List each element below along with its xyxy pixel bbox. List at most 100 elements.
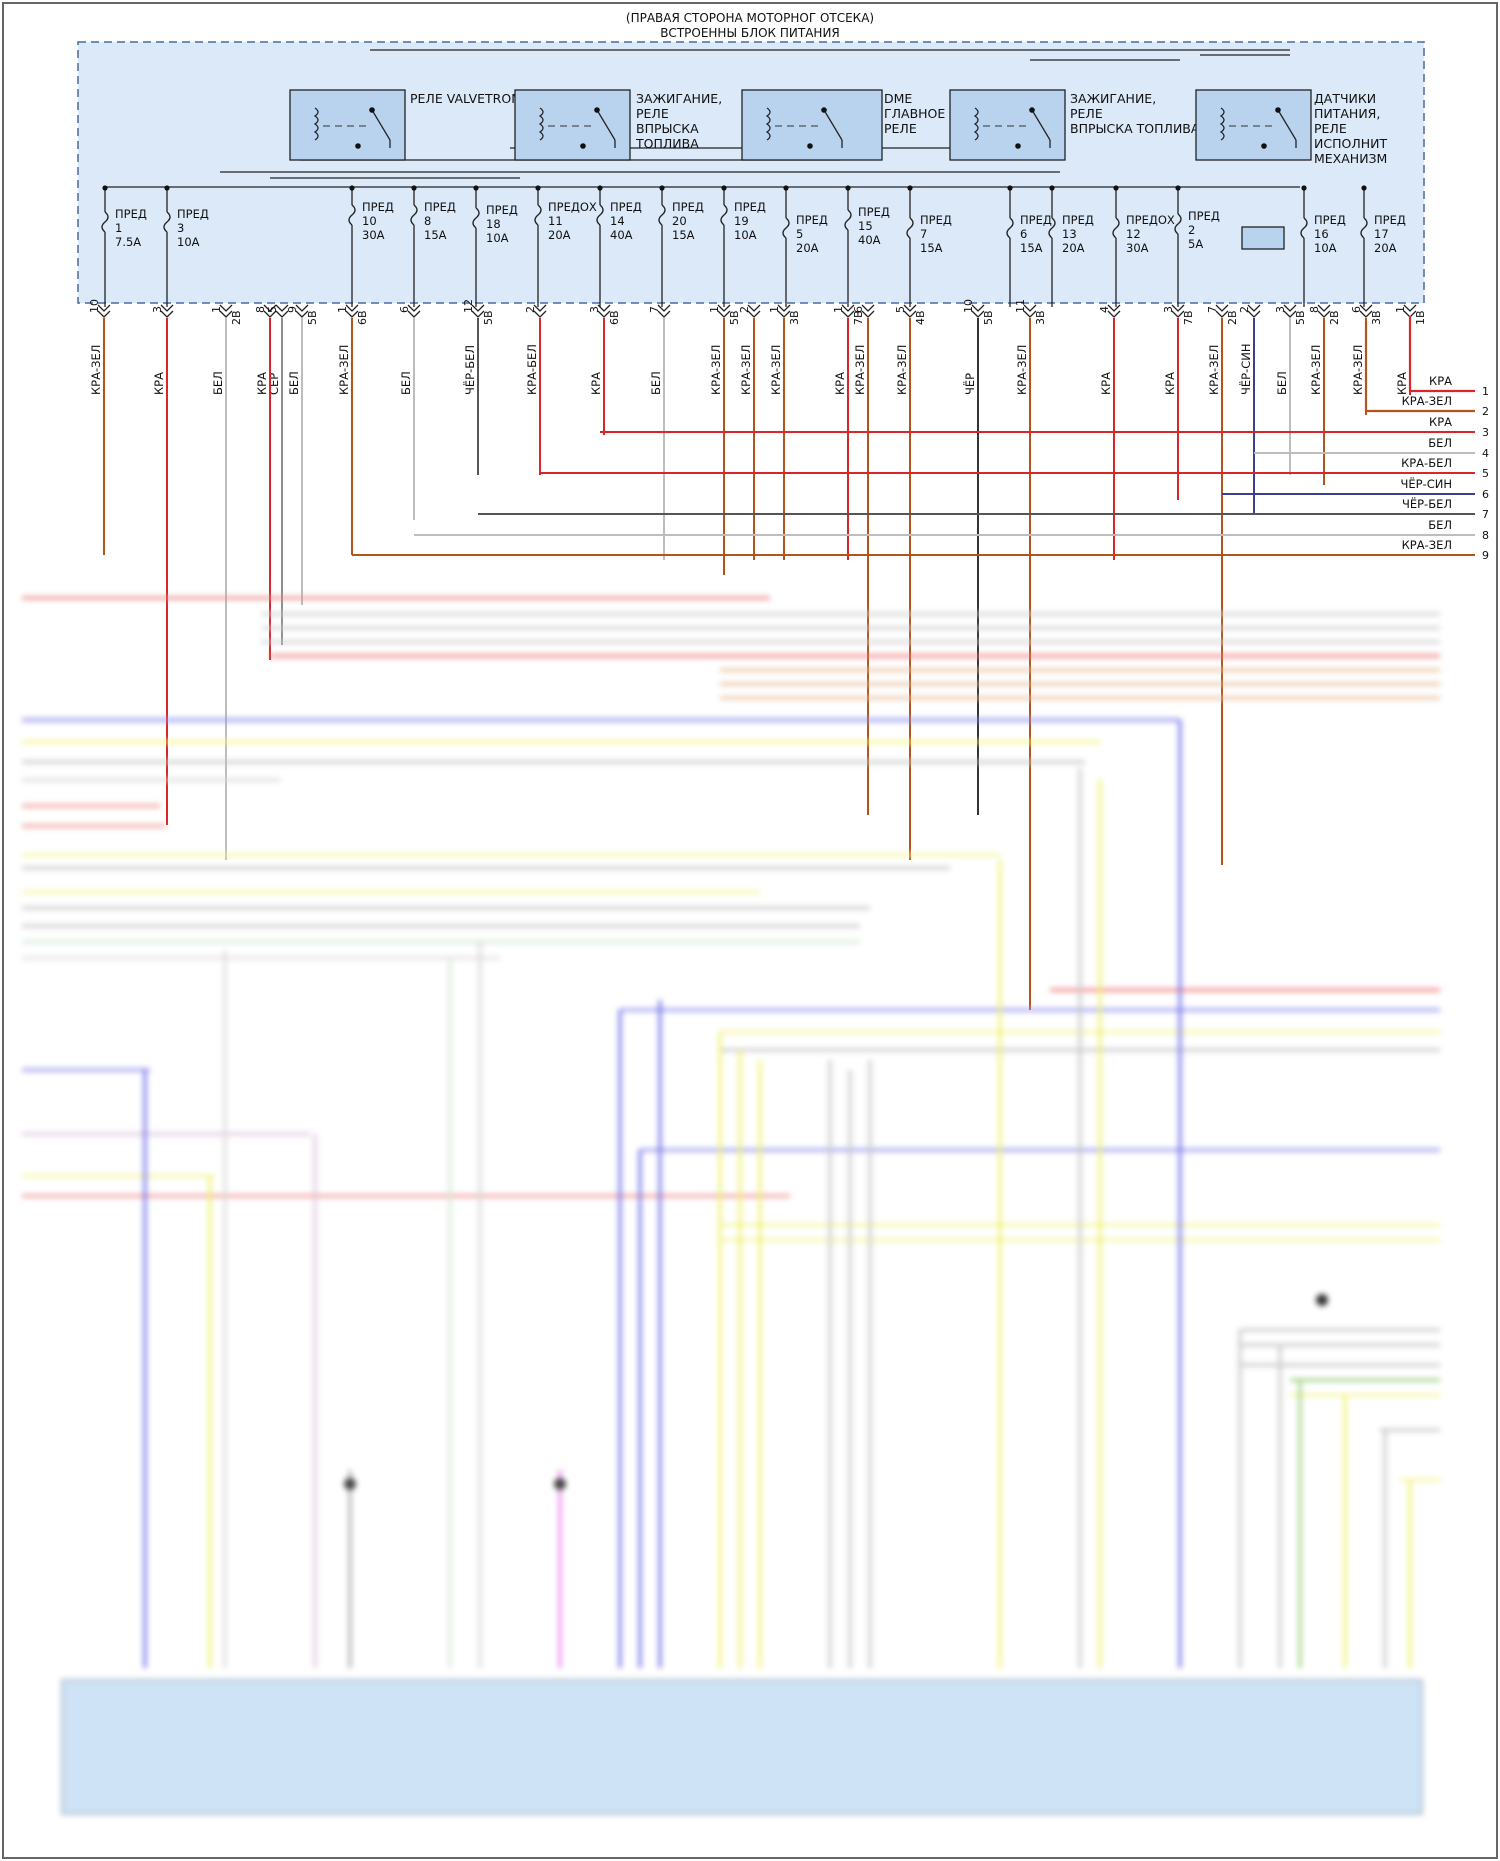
output-number: 7 [1482,508,1489,521]
connector-id: 6B [356,310,369,325]
connector-pin: 1 6B КРА-ЗЕЛ [336,304,369,395]
wire-color-label: КРА [589,372,603,395]
connector-pin: 1 7B КРА [832,304,865,395]
pin-chevron [1023,304,1037,312]
wire-color-label: КРА-ЗЕЛ [1351,345,1365,395]
output-wire-label: КРА [1429,415,1452,429]
fuse: ПРЕД 6 15A [1006,185,1052,307]
connector-pin: 6 КРА-ЗЕЛ [852,304,875,395]
pin-number: 2 [1238,306,1251,313]
pin-chevron [841,304,855,312]
pin-number: 8 [254,306,267,313]
pin-number: 3 [151,306,164,313]
pin-chevron [97,304,111,312]
output-terminal: ЧЁР-СИН 6 [1222,476,1489,501]
connector-pin: 3 КРА [151,304,174,395]
wire-color-label: БЕЛ [211,371,225,395]
relay-body [949,89,1066,161]
connector-pin: 7 2B КРА-ЗЕЛ [1206,304,1239,395]
pin-chevron [1403,304,1417,312]
output-wire-label: ЧЁР-БЕЛ [1402,496,1452,511]
connector-id: 2B [230,310,243,325]
output-wire-label: ЧЁР-СИН [1400,476,1452,491]
connector-pin: 1 5B КРА-ЗЕЛ [708,304,741,395]
connector-pin: 2 КРА-БЕЛ [524,304,547,395]
blurred-lower-diagram [22,596,1440,1815]
connector-id: 3B [788,310,801,325]
output-terminal-group: КРА1КРА-ЗЕЛ2КРА3БЕЛ4КРА-БЕЛ5ЧЁР-СИН6ЧЁР-… [352,316,1489,562]
pin-number: 1 [768,306,781,313]
wire-color-label: КРА [833,372,847,395]
pin-number: 2 [524,306,537,313]
relay-contact [355,143,361,149]
pin-number: 8 [1308,306,1321,313]
fuse-symbol [906,217,914,239]
fuse-label: ПРЕД 18 10A [486,203,518,245]
output-wire-label: БЕЛ [1428,436,1452,450]
pin-number: 9 [286,306,299,313]
fuse-symbol [534,204,542,226]
connector-pin: 3 5B БЕЛ [1274,304,1307,395]
fuse: ПРЕД 10 30A [348,185,394,307]
pin-number: 5 [266,306,279,313]
relay-group: РЕЛЕ VALVETRONIC ЗАЖИГАНИЕ, РЕЛЕ ВПРЫСКА ТОП… [289,89,1387,166]
relay: ЗАЖИГАНИЕ, РЕЛЕ ВПРЫСКА ТОПЛИВА 2 [949,89,1211,161]
fuse-symbol [348,204,356,226]
wire-color-label: КРА-ЗЕЛ [1207,345,1221,395]
ground-point [344,1478,356,1490]
relay-contact [594,107,600,113]
relay-label: ДАТЧИКИ ПИТАНИЯ, РЕЛЕ ИСПОЛНИТ МЕХАНИЗМ [1314,91,1387,166]
wire-color-label: КРА-ЗЕЛ [769,345,783,395]
wire-color-label: КРА-ЗЕЛ [853,345,867,395]
fuse-symbol [596,204,604,226]
pin-number: 6 [398,306,411,313]
wire-color-label: КРА-ЗЕЛ [89,345,103,395]
pin-chevron [295,304,309,312]
fuse-symbol [782,217,790,239]
fuse-label: ПРЕД 7 15A [920,213,952,255]
connector-pin: 3 7B КРА [1162,304,1195,395]
relay-contact [369,107,375,113]
connector-pin: 6 БЕЛ [398,304,421,395]
fuse-symbol [101,211,109,233]
relay: DME ГЛАВНОЕ РЕЛЕ [741,89,945,161]
connector-pin: 2 КРА-ЗЕЛ [738,304,761,395]
pin-chevron [1283,304,1297,312]
relay-label: РЕЛЕ VALVETRONIC [410,91,533,106]
relay-contact [821,107,827,113]
output-number: 8 [1482,529,1489,542]
fuse-symbol [472,207,480,229]
pin-chevron [717,304,731,312]
connector-pin: 3 6B КРА [588,304,621,395]
connector-id: 5B [482,310,495,325]
connector-pin: 1 2B БЕЛ [210,304,243,395]
pin-number: 7 [648,306,661,313]
pin-chevron [407,304,421,312]
output-wire-label: БЕЛ [1428,518,1452,532]
fuse: ПРЕД 16 10A [1300,185,1346,307]
block-title: ВСТРОЕННЫ БЛОК ПИТАНИЯ [660,26,840,40]
connector-id: 5B [1294,310,1307,325]
fuse-label: ПРЕД 2 5A [1188,209,1220,251]
connector-pin: 10 5B ЧЁР [962,299,995,395]
relay-body [1195,89,1312,161]
resistor-box [1241,226,1285,250]
pin-number: 1 [336,306,349,313]
fuse-label: ПРЕДОХ 11 20A [548,200,597,242]
wire-color-label: КРА-БЕЛ [525,344,539,395]
wire-color-label: БЕЛ [399,371,413,395]
output-number: 3 [1482,426,1489,439]
ecu-module-box [61,1679,1423,1815]
fuse: ПРЕД 14 40A [596,185,642,307]
output-wire-label: КРА-ЗЕЛ [1402,538,1452,552]
pin-number: 10 [88,299,101,313]
fuse-label: ПРЕД 8 15A [424,200,456,242]
wire-color-label: БЕЛ [287,371,301,395]
fuse-label: ПРЕД 16 10A [1314,213,1346,255]
connector-pin: 4 КРА [1098,304,1121,395]
pin-chevron [747,304,761,312]
fuse-label: ПРЕД 17 20A [1374,213,1406,255]
pin-chevron [1107,304,1121,312]
